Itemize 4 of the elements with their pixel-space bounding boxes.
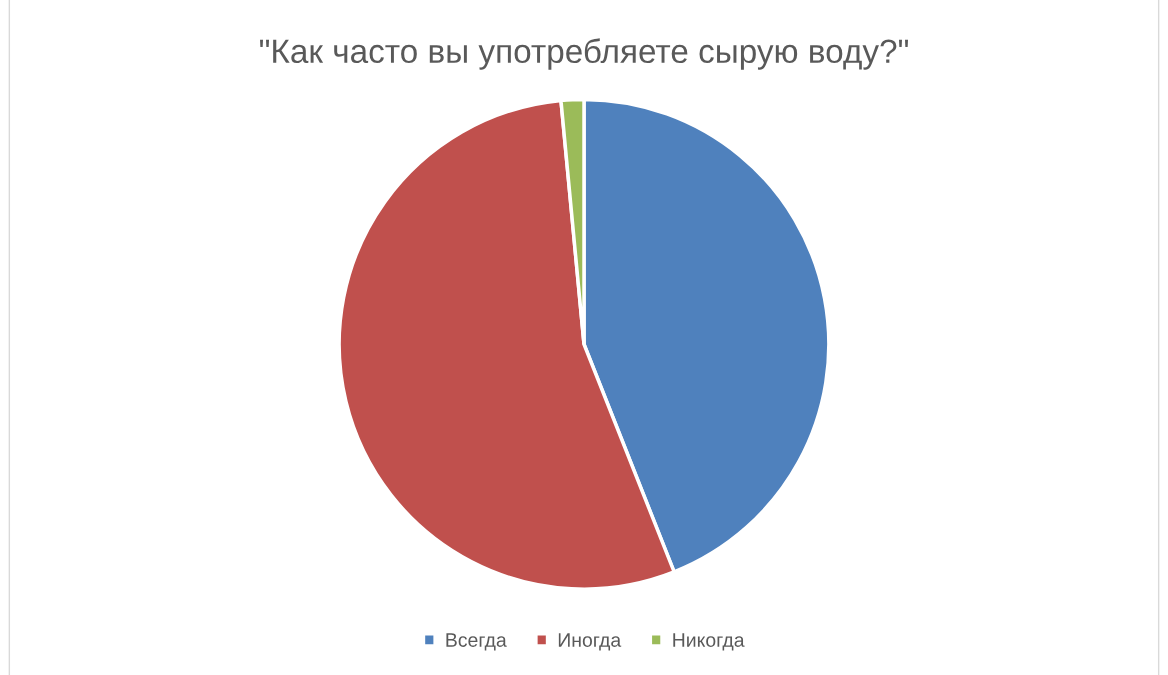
legend-label: Иногда bbox=[558, 633, 622, 651]
legend-label: Всегда bbox=[446, 633, 507, 651]
legend-label: Никогда bbox=[673, 633, 745, 651]
chart-title: "Как часто вы употребляете сырую воду?" bbox=[260, 38, 909, 70]
